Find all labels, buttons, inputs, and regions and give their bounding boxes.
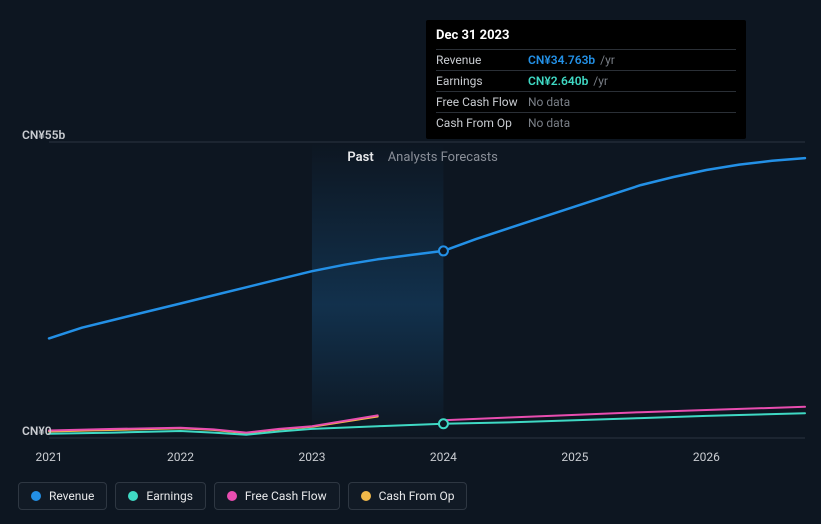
legend-item[interactable]: Revenue <box>18 482 107 510</box>
marker-earnings <box>439 419 448 428</box>
legend-item[interactable]: Free Cash Flow <box>214 482 340 510</box>
legend-swatch-icon <box>227 491 237 501</box>
legend-swatch-icon <box>361 491 371 501</box>
tooltip-nodata: No data <box>528 116 570 130</box>
tooltip-unit: /yr <box>597 53 615 67</box>
legend-label: Earnings <box>146 489 193 503</box>
legend-swatch-icon <box>31 491 41 501</box>
tooltip-row: EarningsCN¥2.640b /yr <box>436 70 736 91</box>
x-tick-label: 2024 <box>430 450 457 464</box>
tooltip-row: RevenueCN¥34.763b /yr <box>436 49 736 70</box>
tooltip-key: Revenue <box>436 52 528 68</box>
tooltip-key: Earnings <box>436 73 528 89</box>
x-tick-label: 2022 <box>167 450 194 464</box>
legend-swatch-icon <box>128 491 138 501</box>
y-tick-label: CN¥0 <box>22 424 52 438</box>
legend-label: Cash From Op <box>379 489 455 503</box>
legend-label: Free Cash Flow <box>245 489 327 503</box>
y-tick-label: CN¥55b <box>22 128 65 142</box>
x-tick-label: 2025 <box>561 450 588 464</box>
tooltip-key: Free Cash Flow <box>436 94 528 110</box>
tooltip-value: CN¥2.640b <box>528 74 588 88</box>
tooltip-unit: /yr <box>590 74 608 88</box>
legend-item[interactable]: Earnings <box>115 482 206 510</box>
chart-legend: Revenue Earnings Free Cash Flow Cash From O… <box>18 482 467 510</box>
x-tick-label: 2026 <box>693 450 720 464</box>
tooltip-date: Dec 31 2023 <box>436 28 736 47</box>
chart-container: CN¥55b CN¥0 2021 2022 2023 2024 2025 2026 Past… <box>0 0 821 524</box>
tooltip-row: Cash From OpNo data <box>436 112 736 133</box>
tooltip-nodata: No data <box>528 95 570 109</box>
x-tick-label: 2021 <box>36 450 63 464</box>
tooltip-key: Cash From Op <box>436 115 528 131</box>
x-tick-label: 2023 <box>298 450 325 464</box>
past-section-label: Past <box>338 150 374 165</box>
legend-item[interactable]: Cash From Op <box>348 482 468 510</box>
marker-revenue <box>439 246 448 255</box>
chart-tooltip: Dec 31 2023 RevenueCN¥34.763b /yrEarning… <box>426 20 746 139</box>
tooltip-value: CN¥34.763b <box>528 53 595 67</box>
tooltip-row: Free Cash FlowNo data <box>436 91 736 112</box>
forecast-section-label: Analysts Forecasts <box>388 150 498 165</box>
legend-label: Revenue <box>49 489 94 503</box>
